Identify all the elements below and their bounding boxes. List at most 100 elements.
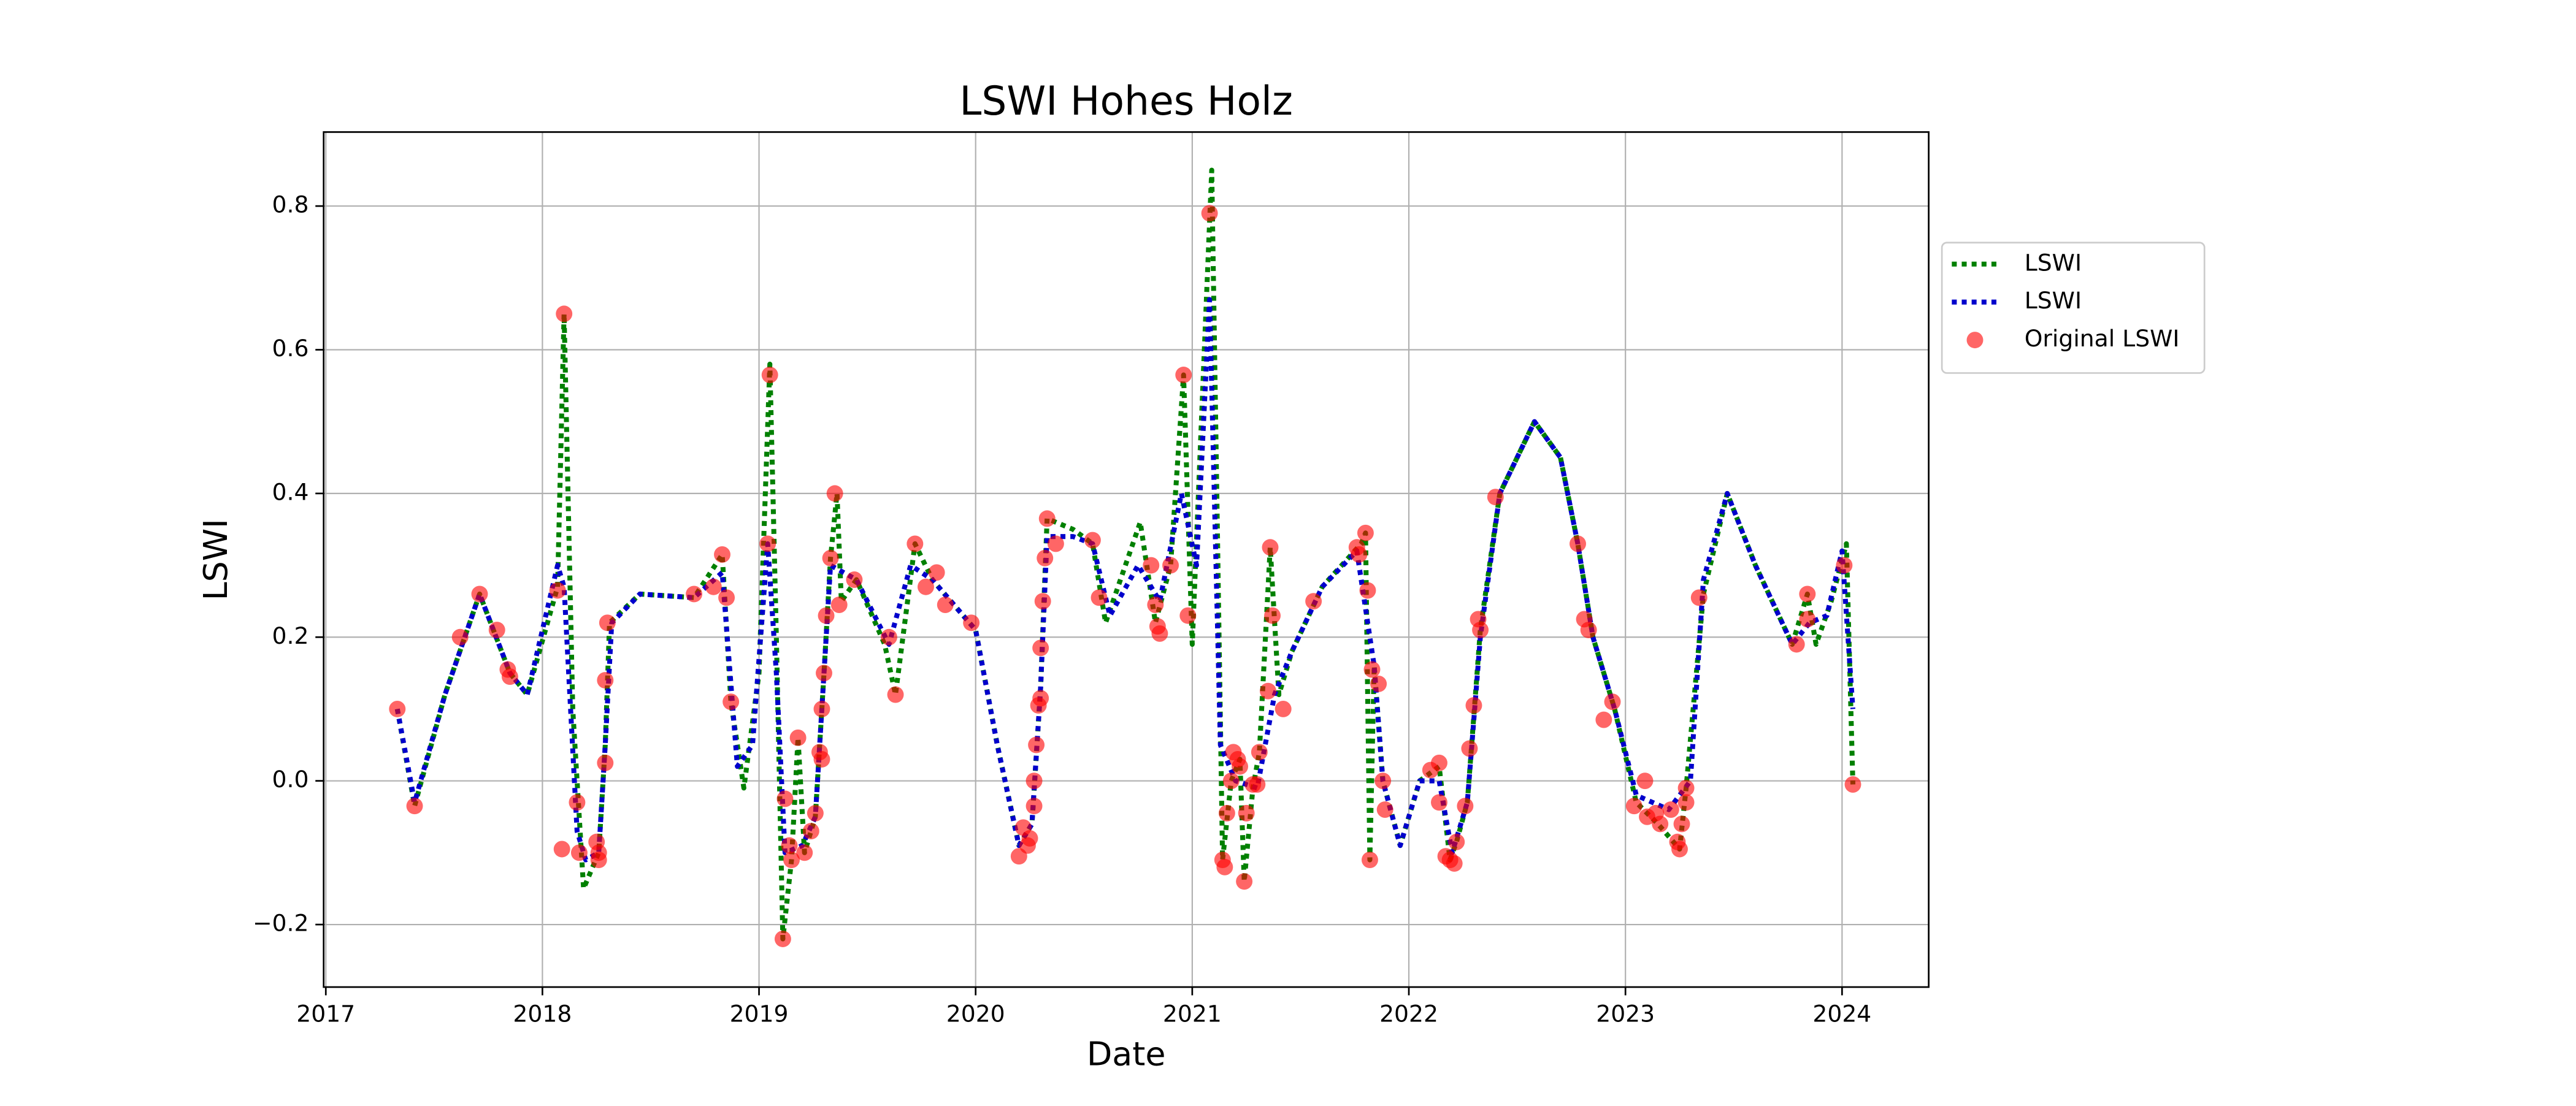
data-point	[781, 837, 798, 854]
data-point	[1446, 855, 1463, 872]
data-point	[1357, 524, 1374, 541]
data-point	[1431, 754, 1447, 771]
y-tick-label: −0.2	[253, 910, 309, 937]
data-point	[1363, 661, 1381, 678]
data-point	[1151, 625, 1168, 642]
y-tick-label: 0.6	[272, 335, 309, 362]
data-point	[1671, 841, 1688, 858]
data-point	[1465, 697, 1482, 714]
data-point	[1222, 772, 1240, 790]
data-point	[570, 844, 588, 861]
data-point	[714, 546, 730, 563]
data-point	[826, 485, 843, 502]
data-point	[1262, 539, 1279, 556]
data-point	[846, 571, 863, 588]
data-point	[1472, 622, 1489, 639]
data-point	[1216, 858, 1233, 875]
data-point	[1084, 532, 1101, 549]
data-point	[1636, 772, 1654, 790]
data-point	[597, 672, 614, 689]
data-point	[1351, 546, 1368, 563]
data-point	[1236, 873, 1253, 890]
chart-title: LSWI Hohes Holz	[959, 78, 1292, 124]
data-point	[1625, 798, 1643, 815]
data-point	[705, 578, 722, 595]
data-point	[718, 589, 735, 606]
data-point	[796, 844, 813, 861]
data-point	[1448, 833, 1465, 850]
legend-marker	[1966, 332, 1984, 349]
data-point	[1037, 549, 1054, 566]
data-point	[1038, 510, 1056, 527]
data-point	[1218, 804, 1235, 822]
data-point	[1162, 557, 1179, 574]
x-tick-label: 2019	[730, 1000, 789, 1027]
data-point	[928, 564, 945, 581]
x-tick-label: 2021	[1163, 1000, 1222, 1027]
data-point	[501, 668, 518, 685]
data-point	[1275, 700, 1292, 717]
data-point	[789, 729, 807, 746]
x-axis-label: Date	[1087, 1035, 1166, 1074]
data-point	[1032, 690, 1049, 707]
data-point	[1788, 636, 1805, 653]
data-point	[686, 585, 703, 603]
data-point	[1238, 804, 1255, 822]
data-point	[1431, 794, 1447, 811]
data-point	[1677, 794, 1695, 811]
data-point	[488, 622, 505, 639]
data-point	[1376, 801, 1393, 818]
data-point	[1147, 597, 1164, 613]
data-point	[471, 585, 488, 603]
x-tick-label: 2017	[296, 1000, 355, 1027]
data-point	[887, 686, 904, 703]
y-tick-label: 0.8	[272, 191, 309, 218]
data-point	[723, 693, 740, 711]
x-tick-label: 2022	[1379, 1000, 1438, 1027]
data-point	[1844, 776, 1861, 793]
data-point	[1604, 693, 1621, 711]
data-point	[1047, 535, 1064, 552]
axes-frame	[323, 131, 1930, 988]
data-point	[830, 597, 848, 613]
data-point	[389, 700, 406, 717]
data-point	[1370, 675, 1387, 692]
data-point	[880, 628, 897, 646]
x-tick-label: 2018	[513, 1000, 572, 1027]
plot-area	[389, 167, 1861, 947]
data-point	[1799, 611, 1816, 628]
data-point	[1249, 776, 1266, 793]
data-point	[1232, 758, 1249, 775]
data-point	[776, 790, 794, 807]
data-point	[1361, 852, 1378, 869]
data-point	[1179, 607, 1197, 624]
data-point	[1264, 607, 1281, 624]
data-point	[907, 535, 924, 552]
data-point	[1580, 622, 1597, 639]
data-point	[1374, 772, 1392, 790]
data-point	[1260, 682, 1276, 700]
data-point	[816, 665, 832, 682]
y-tick-label: 0.0	[272, 766, 309, 793]
legend-label: LSWI	[2025, 287, 2082, 314]
data-point	[774, 931, 791, 947]
data-point	[451, 628, 469, 646]
data-point	[1143, 557, 1160, 574]
data-point	[1690, 589, 1708, 606]
data-point	[813, 751, 830, 768]
y-tick-label: 0.2	[272, 622, 309, 649]
x-tick-label: 2023	[1596, 1000, 1655, 1027]
legend-box	[1941, 242, 2206, 374]
data-point	[802, 823, 819, 840]
data-point	[963, 614, 980, 631]
data-point	[1487, 489, 1504, 506]
data-point	[818, 607, 835, 624]
data-point	[1652, 815, 1669, 833]
data-point	[549, 582, 566, 599]
legend-label: LSWI	[2025, 249, 2082, 276]
data-point	[759, 535, 776, 552]
data-point	[1673, 815, 1690, 833]
data-point	[783, 852, 800, 869]
data-point	[1570, 535, 1586, 552]
